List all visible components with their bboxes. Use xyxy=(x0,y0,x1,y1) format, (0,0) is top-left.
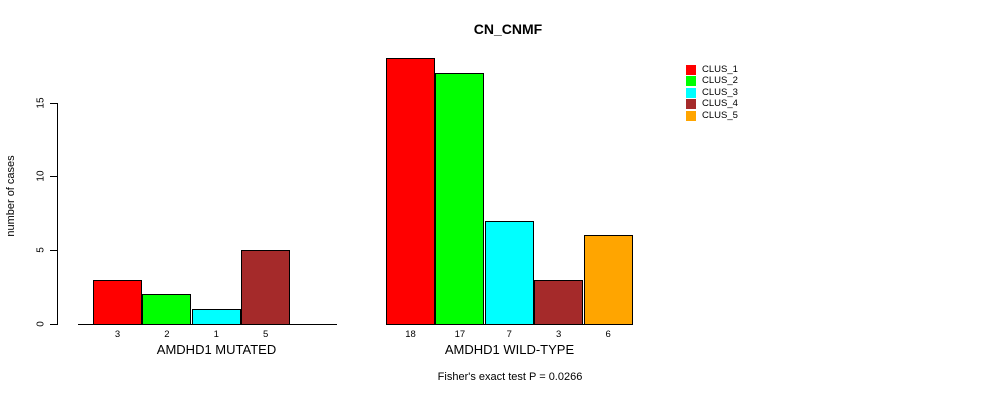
legend-swatch-clus_4 xyxy=(686,99,696,109)
y-axis-line xyxy=(57,102,58,325)
bar-clus_2 xyxy=(435,73,485,325)
legend-label: CLUS_3 xyxy=(702,86,738,98)
bar-clus_3 xyxy=(191,309,241,325)
y-axis-tick xyxy=(50,176,57,178)
legend-swatch-clus_3 xyxy=(686,87,696,98)
bar-clus_5 xyxy=(583,235,633,325)
bar-clus_1 xyxy=(386,58,435,325)
bar-value-label: 6 xyxy=(605,329,611,340)
bar-value-label: 3 xyxy=(114,329,121,340)
y-axis-tick xyxy=(50,102,57,104)
group-label: AMDHD1 WILD-TYPE xyxy=(444,342,575,357)
legend-label: CLUS_2 xyxy=(702,75,738,86)
bar-value-label: 1 xyxy=(213,329,219,340)
legend-swatch-clus_5 xyxy=(686,110,696,121)
bar-value-label: 2 xyxy=(164,329,170,340)
footnote-text: Fisher's exact test P = 0.0266 xyxy=(437,371,583,383)
bar-clus_2 xyxy=(142,294,192,325)
chart-title: CN_CNMF xyxy=(473,21,543,37)
bar-clus_1 xyxy=(93,279,142,325)
bar-clus_4 xyxy=(534,279,584,325)
bar-value-label: 17 xyxy=(454,329,466,340)
legend-label: CLUS_1 xyxy=(702,63,738,75)
bar-value-label: 3 xyxy=(556,329,562,340)
bar-clus_4 xyxy=(241,250,291,325)
legend-swatch-clus_1 xyxy=(686,64,696,75)
bar-value-label: 18 xyxy=(405,329,416,340)
bar-value-label: 5 xyxy=(263,329,269,340)
legend-swatch-clus_2 xyxy=(686,76,696,86)
y-axis-tick xyxy=(50,250,57,252)
legend-label: CLUS_5 xyxy=(702,109,738,121)
bar-clus_3 xyxy=(484,220,534,325)
bar-value-label: 7 xyxy=(506,329,512,340)
y-axis-tick xyxy=(50,324,57,325)
legend-label: CLUS_4 xyxy=(702,98,738,109)
group-label: AMDHD1 MUTATED xyxy=(156,342,277,357)
